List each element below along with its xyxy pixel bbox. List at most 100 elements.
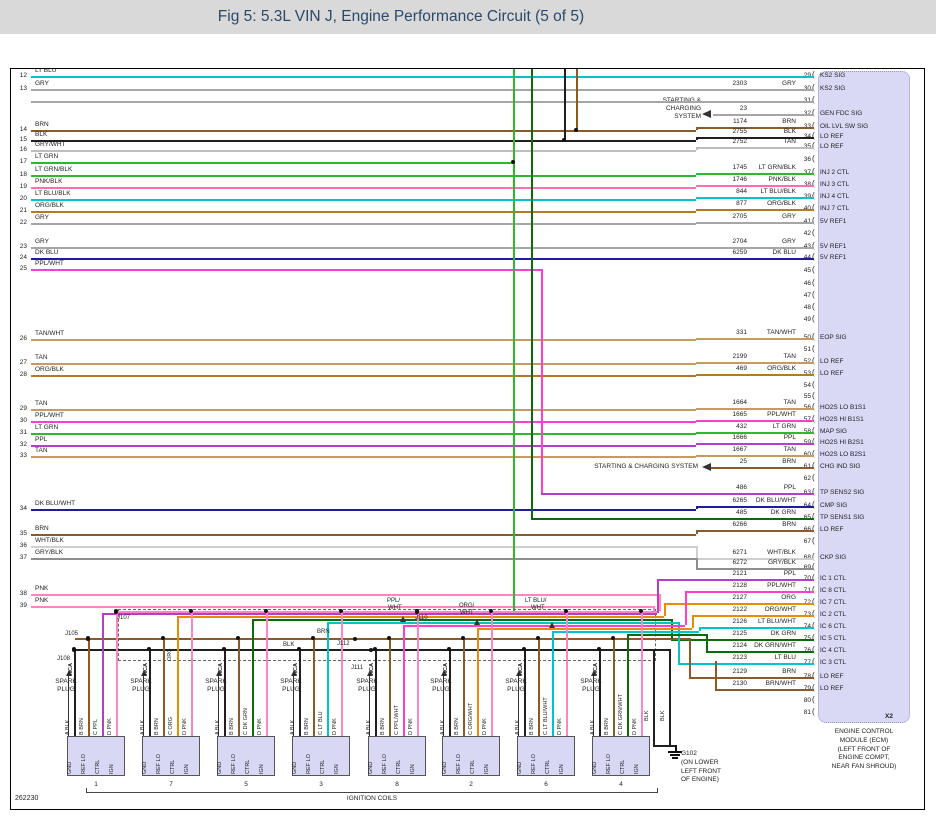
wire [31,433,696,435]
ecm-caption-line: ENGINE COMPT, [838,754,890,762]
connector-pin-number: 28 [19,371,27,378]
wire [299,649,301,736]
ecm-pin-bracket: ( [812,228,815,237]
coil-terminal-label: REF LO [231,754,237,774]
connector-pin-number: 19 [19,183,27,190]
wire-color-label: GRY/WHT [35,141,66,148]
wire [692,615,814,617]
coil-pin-label: A BLK [215,719,221,735]
wire-color-label: BRN [782,521,796,528]
wire [541,493,814,495]
ecm-pin-number: 32 [787,110,811,117]
ignition-coil [442,736,500,776]
ecm-pin-bracket: ( [812,108,815,117]
ecm-signal-label: IC 7 CTL [820,599,847,606]
ecm-pin-number: 70 [787,575,811,582]
ecm-pin-bracket: ( [812,414,815,423]
junction-dot [311,636,315,640]
spark-plug-label: SPARK [430,678,452,685]
wire-color-label: BRN [317,629,330,635]
wire [566,611,568,736]
ecm-signal-label: INJ 4 CTL [820,193,850,200]
connector-pin-number: 21 [19,207,27,214]
coil-terminal-label: CTRL [545,759,551,774]
ecm-signal-label: INJ 7 CTL [820,205,850,212]
ecm-pin-bracket: ( [812,609,815,618]
coil-number: 7 [169,781,173,788]
junction-label: J105 [65,631,79,637]
coil-pin-label: A BLK [590,719,596,735]
connector-pin-number: 34 [19,505,27,512]
spark-plug-label: PLUG [507,686,525,693]
wire [696,408,814,410]
junction-dot [562,138,566,142]
ecm-pin-number: 50 [787,334,811,341]
wire [31,101,814,103]
coil-terminal-label: REF LO [156,754,162,774]
ecm-pin-bracket: ( [812,252,815,261]
wire [671,639,814,641]
connector-pin-number: 22 [19,219,27,226]
wire [685,591,687,625]
wire-number: 486 [736,484,747,491]
coil-pin-label: C ORG [168,716,174,735]
ecm-pin-bracket: ( [812,585,815,594]
ecm-pin-number: 60 [787,451,811,458]
wire-number: 2125 [732,630,747,637]
ecm-pin-bracket: ( [812,426,815,435]
wire [74,649,76,736]
wire-number: 2199 [732,353,747,360]
junction-dot [639,609,643,613]
wire-number: 2122 [732,606,747,613]
ecm-signal-label: IC 5 CTL [820,635,847,642]
wire [31,606,653,608]
coil-terminal-label: CTRL [320,759,326,774]
wire [696,147,698,150]
coil-terminal-label: GND [67,761,73,774]
ecm-pin-number: 48 [803,304,811,311]
wire [678,622,680,663]
ecm-pin-number: 55 [803,393,811,400]
wire [477,628,692,630]
wire-color-label: LT BLU/ [525,598,547,604]
wire-color-label: LT BLU [774,654,796,661]
ecm-signal-label: LO REF [820,526,844,533]
ecm-pin-bracket: ( [812,695,815,704]
wire [576,69,578,130]
wire-number: 2121 [732,570,747,577]
junction-dot [489,609,493,613]
ignition-coil [292,736,350,776]
wire [31,375,696,377]
ecm-pin-bracket: ( [812,95,815,104]
connector-pin-number: 33 [19,452,27,459]
connector-pin-number: 36 [19,542,27,549]
coil-terminal-label: GND [442,761,448,774]
ecm-pin-number: 61 [787,463,811,470]
wire [696,185,814,187]
wire-color-label: DK GRN [770,509,796,516]
ecm-pin-bracket: ( [812,461,815,470]
coil-terminal-label: REF LO [456,754,462,774]
wire [696,197,814,199]
spark-plug-label: SPARK [205,678,227,685]
wire-color-label: ORG [781,594,796,601]
off-page-arrow-icon [702,463,711,471]
ignition-coil [517,736,575,776]
wire [689,638,691,677]
ecm-caption-line: (LEFT FRONT OF [837,745,891,753]
wire [659,594,661,611]
wire [31,175,696,177]
wire-color-label: PNK/BLK [35,178,63,185]
ecm-pin-number: 79 [787,685,811,692]
wire-color-label: GRY/BLK [767,559,796,566]
coils-bracket [86,792,658,793]
wire-color-label: LT GRN [772,423,796,430]
wire-color-label: GRY [35,80,49,87]
wire [696,546,698,558]
ecm-caption-line: ENGINE CONTROL [834,728,894,735]
ecm-pin-bracket: ( [812,683,815,692]
wire-color-label: BRN [782,118,796,125]
ecm-pin-number: 29 [787,72,811,79]
spark-plug-label: PLUG [432,686,450,693]
wire [252,619,254,736]
